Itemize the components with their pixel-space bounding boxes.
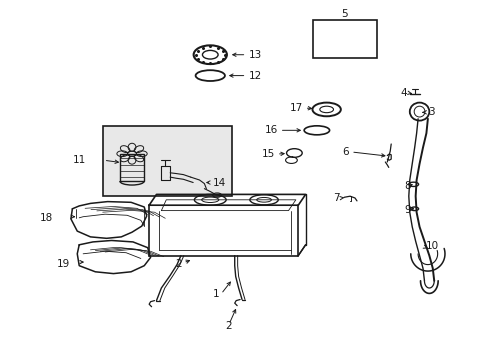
- Text: 6: 6: [342, 147, 348, 157]
- Text: 12: 12: [248, 71, 261, 81]
- Text: 3: 3: [427, 107, 434, 117]
- Text: 17: 17: [289, 103, 303, 113]
- Bar: [312, 20, 376, 58]
- Text: 5: 5: [341, 9, 347, 19]
- Text: 9: 9: [403, 204, 410, 215]
- Text: 18: 18: [40, 213, 53, 223]
- Bar: [102, 126, 232, 196]
- Text: 16: 16: [264, 125, 277, 135]
- Text: 4: 4: [399, 88, 406, 98]
- Text: 14: 14: [212, 177, 225, 188]
- Text: 13: 13: [248, 50, 261, 60]
- Text: 10: 10: [425, 240, 438, 251]
- Text: 2: 2: [225, 321, 232, 331]
- Text: 7: 7: [332, 193, 339, 203]
- Text: 15: 15: [261, 149, 274, 159]
- Bar: [120, 154, 144, 181]
- Text: 11: 11: [72, 155, 85, 165]
- Text: 8: 8: [403, 181, 410, 191]
- Text: 2: 2: [175, 258, 182, 269]
- Text: 19: 19: [57, 258, 70, 269]
- Text: 1: 1: [212, 289, 219, 299]
